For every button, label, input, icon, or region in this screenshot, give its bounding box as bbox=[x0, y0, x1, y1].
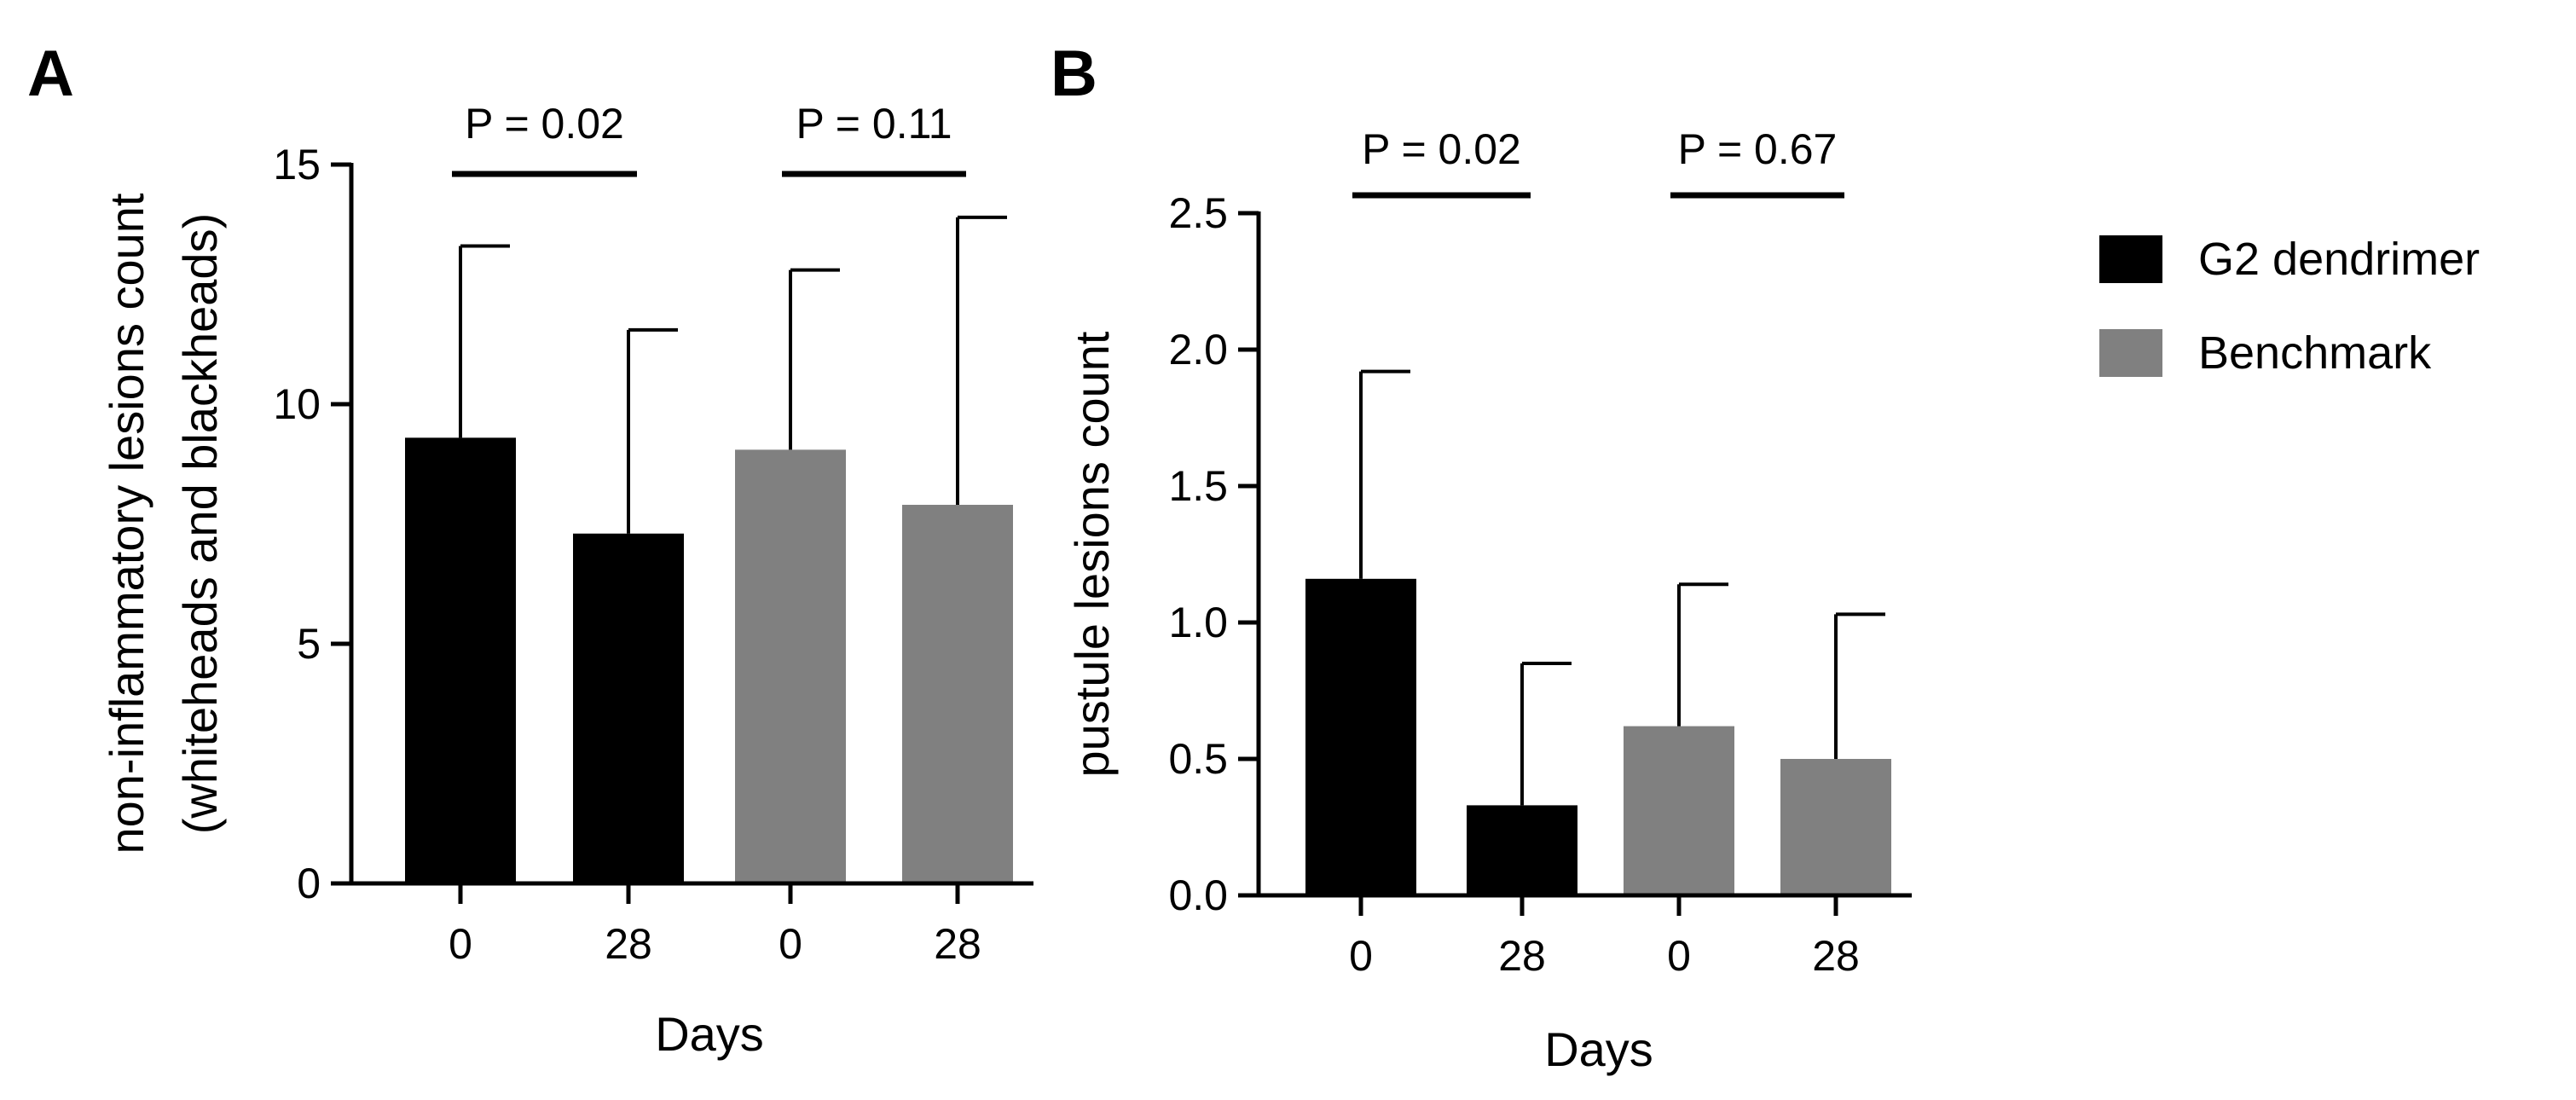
panel-b-p-label-benchmark: P = 0.67 bbox=[1678, 125, 1838, 173]
panel-a-bar-benchmark-day28 bbox=[902, 505, 1013, 883]
panel-a-x-tick-label: 0 bbox=[449, 920, 472, 968]
panel-a-p-label-g2: P = 0.02 bbox=[465, 100, 624, 148]
panel-a-error-bar-g2-day28 bbox=[627, 327, 678, 534]
legend-swatch-g2-dendrimer bbox=[2099, 235, 2162, 283]
panel-a-y-tick-label: 10 bbox=[273, 380, 321, 428]
panel-b-y-tick-label: 0.5 bbox=[1168, 735, 1228, 783]
panel-a-bars bbox=[405, 437, 1013, 883]
panel-letter-a: A bbox=[27, 38, 74, 110]
panel-b-bar-g2-day0 bbox=[1305, 578, 1416, 895]
panel-a-p-label-benchmark: P = 0.11 bbox=[796, 100, 952, 148]
panel-letter-b: B bbox=[1051, 38, 1097, 110]
panel-a-bar-benchmark-day0 bbox=[735, 449, 846, 883]
panel-b-error-bars bbox=[1359, 369, 1885, 806]
panel-b-p-label-g2: P = 0.02 bbox=[1362, 125, 1521, 173]
legend-label-g2-dendrimer: G2 dendrimer bbox=[2198, 234, 2480, 285]
panel-a-x-tick-label: 28 bbox=[605, 920, 652, 968]
panel-b-significance: P = 0.02 P = 0.67 bbox=[1352, 125, 1844, 199]
panel-b-x-tick-label: 0 bbox=[1349, 932, 1373, 980]
panel-a-error-bars bbox=[459, 215, 1007, 534]
panel-a-chart: 0 5 10 15 0 28 0 28 P = 0.02 P = 0.11 Da… bbox=[100, 100, 1033, 1061]
legend-swatch-benchmark bbox=[2099, 329, 2162, 377]
panel-b-y-tick-label: 0.0 bbox=[1168, 871, 1228, 919]
panel-b-bar-g2-day28 bbox=[1467, 805, 1577, 895]
panel-a-x-axis-title: Days bbox=[655, 1007, 764, 1061]
panel-b-x-tick-label: 28 bbox=[1498, 932, 1546, 980]
panel-a-bar-g2-day28 bbox=[573, 533, 684, 883]
panel-b-y-axis-title: pustule lesions count bbox=[1065, 331, 1119, 777]
legend: G2 dendrimer Benchmark bbox=[2099, 234, 2480, 379]
panel-a-error-bar-benchmark-day0 bbox=[789, 268, 840, 450]
panel-b-error-bar-benchmark-day28 bbox=[1834, 612, 1885, 759]
panel-a-significance: P = 0.02 P = 0.11 bbox=[452, 100, 966, 177]
panel-b-bars bbox=[1305, 578, 1891, 895]
legend-label-benchmark: Benchmark bbox=[2198, 327, 2432, 379]
panel-a-y-tick-label: 5 bbox=[297, 620, 321, 668]
panel-b-chart: 0.0 0.5 1.0 1.5 2.0 2.5 0 28 0 28 P = 0.… bbox=[1065, 125, 1912, 1076]
panel-a-y-tick-label: 15 bbox=[273, 141, 321, 188]
panel-a-x-ticks: 0 28 0 28 bbox=[449, 883, 981, 968]
panel-b-y-tick-label: 2.5 bbox=[1168, 189, 1228, 237]
panel-b-y-tick-label: 1.5 bbox=[1168, 462, 1228, 510]
panel-a-error-bar-benchmark-day28 bbox=[956, 215, 1007, 506]
panel-b-x-tick-label: 0 bbox=[1667, 932, 1691, 980]
panel-b-bar-benchmark-day0 bbox=[1624, 726, 1734, 895]
panel-b-bar-benchmark-day28 bbox=[1780, 759, 1891, 895]
panel-a-y-tick-label: 0 bbox=[297, 860, 321, 907]
panel-b-error-bar-benchmark-day0 bbox=[1677, 582, 1728, 727]
panel-b-error-bar-g2-day28 bbox=[1520, 662, 1572, 806]
legend-item-g2-dendrimer: G2 dendrimer bbox=[2099, 234, 2480, 285]
panel-a-error-bar-g2-day0 bbox=[459, 244, 510, 438]
panel-a-y-ticks: 0 5 10 15 bbox=[273, 141, 351, 907]
panel-b-x-tick-label: 28 bbox=[1812, 932, 1860, 980]
panel-a-x-tick-label: 28 bbox=[934, 920, 981, 968]
legend-item-benchmark: Benchmark bbox=[2099, 327, 2432, 379]
panel-b-y-tick-label: 1.0 bbox=[1168, 599, 1228, 646]
panel-a-y-axis-title-line-1: non-inflammatory lesions count bbox=[100, 193, 153, 854]
panel-b-error-bar-g2-day0 bbox=[1359, 369, 1410, 579]
panel-b-y-ticks: 0.0 0.5 1.0 1.5 2.0 2.5 bbox=[1168, 189, 1259, 919]
panel-b-x-ticks: 0 28 0 28 bbox=[1349, 895, 1860, 980]
panel-a-y-axis-title-line-2: (whiteheads and blackheads) bbox=[173, 213, 227, 834]
panel-a-bar-g2-day0 bbox=[405, 437, 516, 883]
panel-b-y-tick-label: 2.0 bbox=[1168, 326, 1228, 373]
panel-a-x-tick-label: 0 bbox=[779, 920, 802, 968]
panel-b-x-axis-title: Days bbox=[1544, 1022, 1653, 1076]
